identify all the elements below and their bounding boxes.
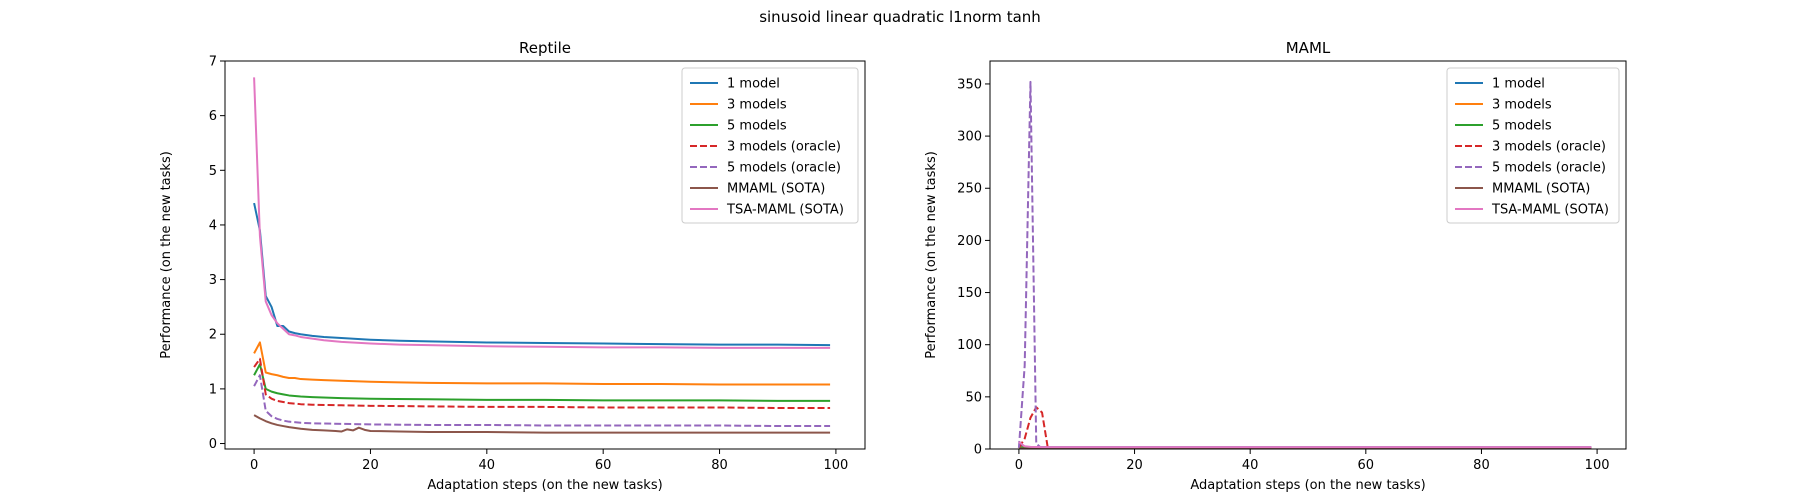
x-tick-label: 100	[823, 458, 848, 473]
series-line-tsa-maml-sota	[253, 77, 831, 349]
y-tick-label: 300	[957, 130, 982, 145]
y-tick-label: 1	[209, 382, 217, 397]
legend-label: MMAML (SOTA)	[1492, 182, 1590, 197]
y-tick-label: 250	[957, 182, 982, 197]
y-tick-label: 150	[957, 286, 982, 301]
legend-box	[1446, 67, 1620, 224]
x-tick-label: 20	[362, 458, 379, 473]
series-line-5-models	[253, 363, 831, 402]
legend-label: 5 models (oracle)	[727, 161, 841, 176]
y-tick-label: 100	[957, 338, 982, 353]
y-tick-label: 3	[209, 273, 217, 288]
legend-label: 5 models	[727, 119, 787, 134]
y-axis-label: Performance (on the new tasks)	[924, 151, 939, 359]
x-tick-label: 40	[479, 458, 496, 473]
y-tick-label: 5	[209, 164, 217, 179]
series-line-1-model	[253, 202, 831, 347]
x-tick-label: 40	[1242, 458, 1259, 473]
maml-chart-panel: 0 20 40 60 80 100 0 50 100 150 200 250 300 350 MAML Ada…	[924, 39, 1627, 493]
plot-frame	[224, 60, 866, 450]
legend-label: MMAML (SOTA)	[727, 182, 825, 197]
reptile-chart-panel: 0 20 40 60 80 100 0 1 2 3 4 5 6 7 Reptile Adaptation st…	[159, 39, 866, 493]
legend-label: 1 model	[1492, 77, 1545, 92]
y-tick-label: 0	[209, 437, 217, 452]
y-tick-label: 50	[965, 390, 982, 405]
series-line-5-models-oracle	[253, 374, 831, 428]
plot-frame	[989, 60, 1627, 450]
x-axis-label: Adaptation steps (on the new tasks)	[427, 478, 662, 493]
legend: 1 model 3 models 5 models 3 models (oracle)…	[1446, 67, 1620, 224]
x-tick-label: 0	[250, 458, 258, 473]
series-line-mmaml-sota	[253, 414, 831, 434]
series-line-3-models	[253, 341, 831, 386]
x-axis-label: Adaptation steps (on the new tasks)	[1190, 478, 1425, 493]
legend-label: 3 models (oracle)	[1492, 140, 1606, 155]
legend-label: TSA-MAML (SOTA)	[1491, 203, 1609, 218]
figure-title: sinusoid linear quadratic l1norm tanh	[759, 8, 1041, 26]
y-tick-label: 2	[209, 328, 217, 343]
x-tick-label: 100	[1585, 458, 1610, 473]
x-tick-label: 0	[1015, 458, 1023, 473]
chart-title: Reptile	[519, 39, 571, 57]
legend-label: 3 models (oracle)	[727, 140, 841, 155]
plot-lines	[253, 77, 831, 434]
legend-label: 5 models	[1492, 119, 1552, 134]
legend-label: 3 models	[727, 98, 787, 113]
legend: 1 model 3 models 5 models 3 models (oracle)…	[681, 67, 859, 224]
x-tick-label: 60	[1358, 458, 1375, 473]
x-tick-label: 20	[1126, 458, 1143, 473]
x-tick-label: 80	[1473, 458, 1490, 473]
y-tick-label: 200	[957, 234, 982, 249]
legend-label: TSA-MAML (SOTA)	[726, 203, 844, 218]
legend-label: 5 models (oracle)	[1492, 161, 1606, 176]
legend-box	[681, 67, 859, 224]
legend-label: 1 model	[727, 77, 780, 92]
chart-title: MAML	[1286, 39, 1331, 57]
x-tick-label: 60	[595, 458, 612, 473]
y-tick-label: 7	[209, 55, 217, 70]
y-tick-label: 6	[209, 109, 217, 124]
y-tick-label: 350	[957, 77, 982, 92]
x-tick-label: 80	[711, 458, 728, 473]
series-line-3-models-oracle	[253, 357, 831, 410]
y-tick-label: 4	[209, 218, 217, 233]
legend-label: 3 models	[1492, 98, 1552, 113]
y-axis-label: Performance (on the new tasks)	[159, 151, 174, 359]
series-line-tsa-maml-sota	[1018, 441, 1592, 449]
y-tick-label: 0	[974, 443, 982, 458]
